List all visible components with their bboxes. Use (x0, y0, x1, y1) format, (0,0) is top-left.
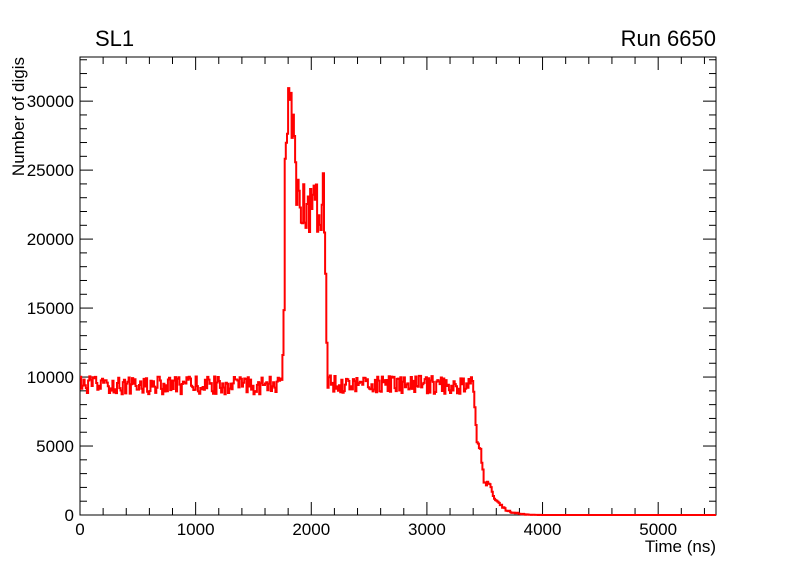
x-tick-label: 2000 (292, 520, 330, 539)
axis-ticks (79, 57, 716, 516)
y-tick-label: 25000 (27, 161, 74, 180)
y-axis-title: Number of digis (9, 57, 28, 176)
y-tick-label: 15000 (27, 299, 74, 318)
histogram-title: SL1 (95, 26, 134, 51)
axis-tick-labels: 0 1000 2000 3000 4000 5000 0 5000 10000 15000 2000… (27, 92, 677, 539)
y-tick-label: 5000 (36, 437, 74, 456)
data-series-line (80, 87, 716, 516)
y-tick-label: 20000 (27, 230, 74, 249)
run-number-label: Run 6650 (621, 26, 716, 51)
plot-frame (79, 56, 717, 516)
y-tick-label: 0 (65, 506, 74, 525)
x-tick-label: 0 (75, 520, 84, 539)
x-tick-label: 5000 (639, 520, 677, 539)
x-axis-title: Time (ns) (645, 537, 716, 556)
x-tick-label: 3000 (408, 520, 446, 539)
y-tick-label: 10000 (27, 368, 74, 387)
y-tick-label: 30000 (27, 92, 74, 111)
x-tick-label: 4000 (524, 520, 562, 539)
x-tick-label: 1000 (177, 520, 215, 539)
